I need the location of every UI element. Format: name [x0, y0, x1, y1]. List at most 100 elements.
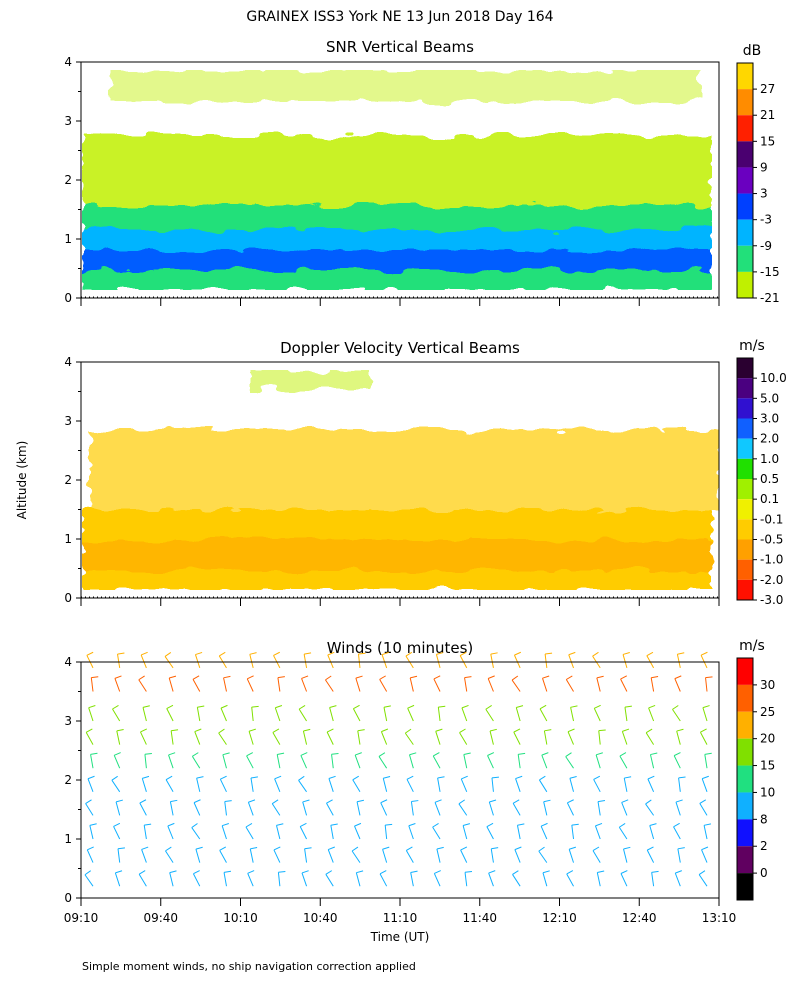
wind-barb — [704, 752, 712, 769]
x-tick-label: 09:40 — [143, 911, 178, 925]
wind-barb — [649, 752, 658, 769]
wind-barb — [435, 652, 444, 669]
wind-barb — [191, 752, 201, 769]
wind-barb — [407, 704, 415, 722]
wind-barb — [351, 846, 361, 863]
colorbar-label: -0.1 — [760, 512, 783, 526]
colorbar-label: 10.0 — [760, 371, 787, 385]
wind-barb — [437, 705, 446, 722]
wind-barb — [409, 752, 417, 769]
wind-barb — [648, 704, 656, 722]
wind-barb — [250, 776, 258, 792]
wind-barb — [596, 870, 605, 887]
wind-barb — [114, 675, 122, 692]
wind-barb — [113, 752, 121, 769]
colorbar-frame — [736, 62, 754, 299]
colorbar-swatch — [737, 63, 753, 90]
x-tick-label: 12:10 — [542, 911, 577, 925]
colorbar-unit: dB — [743, 43, 762, 59]
colorbar-swatch — [737, 167, 753, 194]
wind-barb — [142, 705, 150, 722]
colorbars: dB 27 21 15 9 3 -3 -9 -15 -21 m/s 10.0 5.0 3.0 2.0 1.0 0… — [736, 43, 787, 901]
wind-barb — [300, 752, 308, 769]
wind-barb — [593, 704, 601, 722]
wind-barb — [404, 728, 414, 745]
wind-barb — [196, 776, 204, 792]
wind-barb — [646, 651, 655, 669]
colorbar-swatch — [737, 738, 753, 766]
wind-barb — [624, 705, 632, 722]
wind-barb — [276, 752, 285, 769]
wind-barb — [566, 799, 574, 816]
wind-barb — [85, 799, 94, 816]
wind-barb — [352, 775, 361, 793]
wind-barb — [462, 823, 471, 840]
wind-barb — [433, 870, 441, 887]
wind-barb — [565, 675, 574, 692]
wind-barb — [619, 752, 628, 769]
wind-barb — [623, 776, 632, 792]
wind-barb — [326, 728, 334, 745]
wind-barb — [515, 775, 523, 792]
colorbar-swatch — [737, 141, 753, 168]
colorbar-swatch — [737, 398, 753, 419]
wind-barb — [167, 822, 175, 840]
wind-barb — [219, 775, 227, 793]
wind-barb — [489, 728, 497, 745]
colorbar-swatch — [737, 559, 753, 580]
wind-barb — [620, 675, 628, 692]
wind-barb — [651, 870, 659, 887]
wind-barb — [675, 799, 683, 816]
wind-barb — [273, 846, 281, 863]
wind-barb — [195, 846, 203, 863]
wind-barb — [569, 775, 577, 792]
wind-barb — [485, 705, 494, 722]
y-tick-label: 3 — [64, 414, 72, 428]
colorbar-label: 1.0 — [760, 452, 779, 466]
wind-barb — [701, 846, 709, 863]
y-tick-label: 2 — [64, 773, 72, 787]
wind-barb — [594, 822, 603, 840]
wind-barb — [542, 675, 550, 692]
colorbar-swatch — [737, 438, 753, 459]
y-tick-label: 1 — [64, 832, 72, 846]
colorbar-label: 2.0 — [760, 432, 779, 446]
wind-barb — [380, 799, 388, 816]
colorbar-label: -2.0 — [760, 573, 783, 587]
colorbar-swatch — [737, 458, 753, 479]
wind-barb — [676, 652, 685, 669]
wind-barb — [703, 823, 712, 840]
wind-barb — [672, 705, 681, 722]
doppler-panel-title: Doppler Velocity Vertical Beams — [280, 339, 520, 357]
x-tick-label: 12:40 — [622, 911, 657, 925]
wind-barb — [700, 651, 708, 669]
wind-barb — [543, 729, 552, 745]
wind-barb — [170, 729, 179, 745]
wind-barb — [596, 675, 604, 692]
wind-barb — [674, 675, 682, 692]
wind-barb — [618, 823, 628, 840]
wind-barb — [274, 775, 282, 792]
wind-barb — [88, 705, 96, 722]
wind-barb — [86, 846, 94, 863]
colorbar-label: 0.5 — [760, 472, 779, 486]
wind-barb — [673, 822, 681, 840]
wind-barb — [169, 799, 178, 816]
wind-barb — [86, 651, 94, 669]
wind-barb — [620, 870, 628, 887]
wind-barb — [357, 729, 365, 745]
wind-barb — [487, 752, 495, 769]
wind-barb — [383, 705, 391, 722]
colorbar-unit: m/s — [739, 338, 765, 354]
wind-barb — [84, 870, 94, 887]
wind-barb — [461, 704, 469, 722]
y-tick-label: 3 — [64, 714, 72, 728]
wind-barb — [538, 775, 548, 793]
wind-barb — [458, 799, 468, 816]
colorbar-unit: m/s — [739, 638, 765, 654]
axes: 0 1 2 3 4 0 1 2 3 4 0 1 2 3 4 09:10 09:40 10:10 10:40 11:10… — [64, 55, 737, 925]
wind-barb — [116, 728, 124, 745]
wind-barb — [113, 822, 121, 840]
wind-barb — [380, 728, 389, 745]
wind-barb — [140, 728, 148, 745]
